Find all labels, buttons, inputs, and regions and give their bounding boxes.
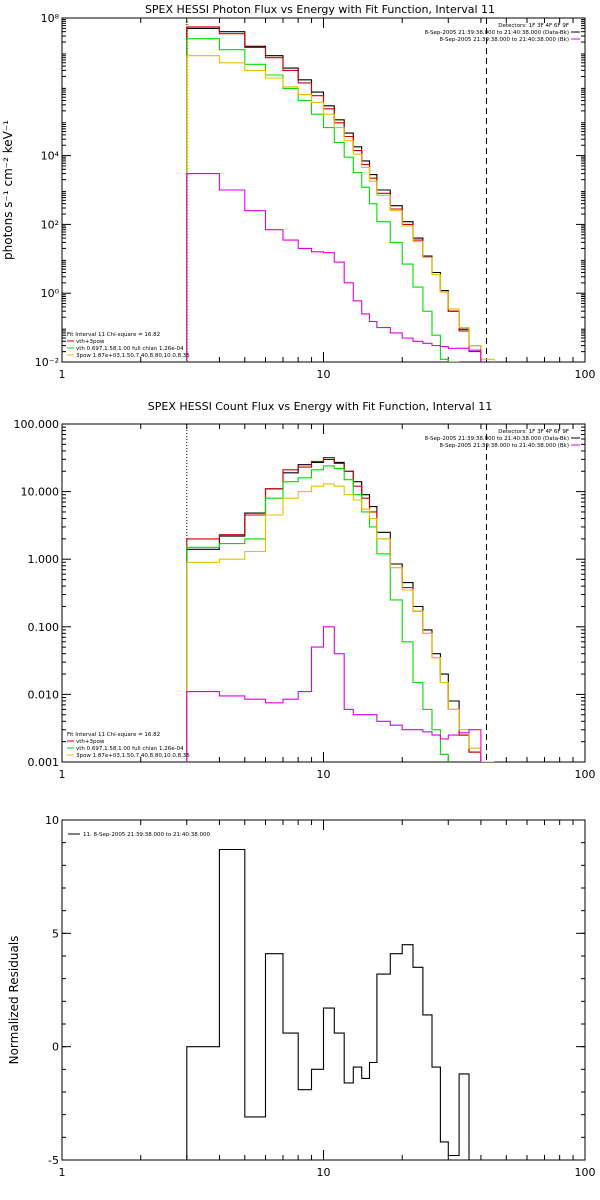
series-3pow xyxy=(186,483,495,762)
data-legend-label: 8-Sep-2005 21:39:38.000 to 21:40:38.000 … xyxy=(440,37,570,43)
y-tick-label: 10⁴ xyxy=(41,150,60,163)
data-legend-label: Detectors: 1F 3F 4F 6F 9F xyxy=(498,429,569,435)
y-tick-label: 10² xyxy=(41,218,59,231)
x-tick-label: 10 xyxy=(317,768,331,781)
series-data-bk xyxy=(186,27,482,362)
chart-title: SPEX HESSI Photon Flux vs Energy with Fi… xyxy=(145,3,495,16)
y-tick-label: 10⁰ xyxy=(41,287,60,300)
plot-frame xyxy=(61,423,586,763)
y-tick-label: 10⁸ xyxy=(41,12,60,25)
y-tick-label: 10⁻² xyxy=(35,356,59,369)
data-legend-label: 8-Sep-2005 21:39:38.000 to 21:40:38.000 … xyxy=(425,30,569,36)
fit-legend-label: 3pow 1.87e+03,1.50,7.40,8.80,10.0,8.35 xyxy=(76,353,190,359)
y-tick-label: 1.000 xyxy=(28,553,60,566)
x-tick-label: 10 xyxy=(317,368,331,381)
chart-title: SPEX HESSI Count Flux vs Energy with Fit… xyxy=(148,400,492,413)
fit-legend-title: Fit Interval 11 Chi-square = 16.82 xyxy=(67,332,160,338)
series-vth-3pow xyxy=(186,456,482,762)
fit-legend-label: vth 0.697,1.58,1.00 full chian 1.26e-04 xyxy=(76,746,184,752)
y-tick-label: 10.000 xyxy=(21,486,60,499)
plot-frame xyxy=(61,819,586,1161)
series-3pow xyxy=(186,55,495,362)
series-11-8-sep-2005-21-39-38-000-to-21-40-38-000 xyxy=(186,848,470,1160)
y-tick-label: 10 xyxy=(45,814,59,827)
series-data-bk xyxy=(186,458,482,762)
y-axis-label: Normalized Residuals xyxy=(7,936,21,1065)
y-tick-label: -5 xyxy=(48,1154,59,1167)
x-tick-label: 100 xyxy=(575,368,596,381)
x-tick-label: 1 xyxy=(59,368,66,381)
x-tick-label: 100 xyxy=(575,1166,596,1179)
photon-flux-panel: SPEX HESSI Photon Flux vs Energy with Fi… xyxy=(1,3,596,381)
y-tick-label: 0 xyxy=(52,1041,59,1054)
series-vth xyxy=(186,465,449,762)
residuals-panel: Normalized Residuals 1 10 100 -5 0 5 10 11. 8-S… xyxy=(7,814,596,1179)
series-vth xyxy=(186,38,460,362)
y-tick-label: 100.000 xyxy=(14,418,60,431)
y-tick-label: 0.001 xyxy=(28,756,60,769)
residual-legend-label: 11. 8-Sep-2005 21:39:38.000 to 21:40:38.… xyxy=(83,832,210,838)
y-tick-label: 0.100 xyxy=(28,621,60,634)
fit-legend-label: vth 0.697,1.58,1.00 full chian 1.26e-04 xyxy=(76,346,184,352)
fit-legend-label: vth+3pow xyxy=(76,739,105,745)
plot-frame xyxy=(61,17,586,363)
y-tick-label: 5 xyxy=(52,927,59,940)
fit-legend-label: vth+3pow xyxy=(76,339,105,345)
series-bk xyxy=(186,173,482,362)
y-tick-label: 0.010 xyxy=(28,688,60,701)
fit-legend-title: Fit Interval 11 Chi-square = 16.82 xyxy=(67,732,160,738)
y-axis-label: photons s⁻¹ cm⁻² keV⁻¹ xyxy=(1,120,15,260)
data-legend-label: 8-Sep-2005 21:39:38.000 to 21:40:38.000 … xyxy=(440,443,570,449)
x-tick-label: 10 xyxy=(317,1166,331,1179)
x-tick-label: 100 xyxy=(575,768,596,781)
fit-legend-label: 3pow 1.87e+03,1.50,7.40,8.80,10.0,8.35 xyxy=(76,753,190,759)
x-tick-label: 1 xyxy=(59,1166,66,1179)
data-legend-label: Detectors: 1F 3F 4F 6F 9F xyxy=(498,23,569,29)
series-bk xyxy=(186,626,482,762)
x-tick-label: 1 xyxy=(59,768,66,781)
count-flux-panel: SPEX HESSI Count Flux vs Energy with Fit… xyxy=(14,400,596,781)
series-vth-3pow xyxy=(186,26,482,362)
data-legend-label: 8-Sep-2005 21:39:38.000 to 21:40:38.000 … xyxy=(425,436,569,442)
